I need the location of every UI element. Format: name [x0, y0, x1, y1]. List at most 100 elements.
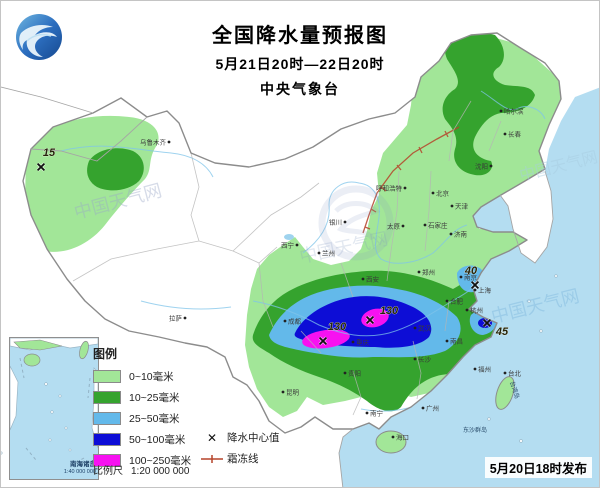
city-label: 西宁	[281, 241, 295, 250]
legend-symbols: ✕ 降水中心值 霜冻线	[201, 427, 301, 469]
south-china-sea-inset: 南海诸岛 1:40 000 000	[9, 337, 99, 480]
city-dot	[351, 340, 355, 344]
legend-swatch	[93, 412, 121, 425]
map-scale: 比例尺 1:20 000 000	[93, 462, 189, 477]
scale-label: 比例尺	[93, 466, 123, 477]
city-label: 合肥	[450, 297, 464, 306]
legend-swatch	[93, 370, 121, 383]
legend-item: 25~50毫米	[93, 408, 293, 429]
neighbour-borders	[1, 86, 554, 487]
city-dot	[295, 243, 299, 247]
legend-item-label: 100~250毫米	[129, 455, 192, 467]
city-dot	[413, 357, 417, 361]
city-dot	[183, 316, 187, 320]
cma-logo-icon	[16, 14, 62, 60]
legend-title: 图例	[93, 347, 118, 361]
city-label: 杭州	[470, 306, 483, 315]
city-dot	[450, 204, 454, 208]
legend-item-label: 50~100毫米	[129, 434, 186, 446]
city-dot	[283, 319, 287, 323]
legend-item-label: 25~50毫米	[129, 413, 180, 425]
scale-value: 1:20 000 000	[131, 466, 190, 477]
city-label: 南昌	[450, 337, 463, 346]
city-dot	[489, 164, 493, 168]
city-dot	[503, 132, 507, 136]
rain-area-10-25-xinjiang	[87, 148, 144, 191]
city-label: 西安	[366, 275, 380, 284]
precip-center-x-icon	[318, 336, 328, 346]
legend-symbol-frost: 霜冻线	[201, 448, 301, 469]
taiwan-island	[495, 376, 515, 410]
inset-caption: 南海诸岛 1:40 000 000	[64, 461, 96, 476]
city-label: 长春	[508, 130, 522, 139]
province-borders	[72, 100, 502, 416]
city-dot	[499, 109, 503, 113]
city-dot	[459, 275, 463, 279]
qinghai-lake	[284, 234, 294, 240]
city-label: 北京	[436, 189, 450, 198]
precip-center-value: 15	[43, 147, 56, 159]
precip-center-x-icon	[365, 315, 375, 325]
city-label: 银川	[329, 218, 342, 227]
city-dot	[413, 326, 417, 330]
city-dot	[281, 390, 285, 394]
city-dot	[423, 223, 427, 227]
city-dot	[401, 224, 405, 228]
city-dot	[465, 308, 469, 312]
hainan-island	[375, 430, 407, 454]
city-dot	[445, 299, 449, 303]
inset-map	[9, 337, 99, 467]
city-dot	[421, 406, 425, 410]
legend-symbol-label: 霜冻线	[227, 453, 259, 465]
city-label: 郑州	[422, 269, 435, 277]
city-label: 拉萨	[169, 314, 183, 323]
precip-center-value: 130	[380, 305, 399, 317]
city-label: 乌鲁木齐	[140, 138, 167, 147]
city-dot	[449, 232, 453, 236]
release-time: 5月20日18时发布	[484, 457, 592, 478]
inset-scale: 1:40 000 000	[63, 469, 96, 476]
city-label: 太原	[387, 222, 401, 231]
city-dot	[361, 277, 365, 281]
precip-center-x-icon	[36, 162, 46, 172]
rain-area-10-25-northeast	[442, 33, 535, 176]
x-mark-icon: ✕	[206, 430, 218, 445]
city-label: 台北	[508, 369, 522, 378]
legend-item-label: 10~25毫米	[129, 392, 180, 404]
rivers	[60, 90, 546, 412]
city-label: 昆明	[286, 389, 300, 397]
city-label: 海口	[396, 433, 409, 442]
legend-item: 100~250毫米	[93, 450, 293, 471]
frost-line-icon	[201, 454, 223, 463]
city-label: 广州	[426, 404, 439, 413]
city-label: 呼和浩特	[376, 184, 403, 193]
city-label: 福州	[478, 365, 491, 374]
city-label: 南宁	[370, 409, 384, 418]
city-label: 兰州	[322, 249, 335, 258]
city-label: 哈尔滨	[504, 107, 524, 116]
city-dot	[403, 186, 407, 190]
precip-center-marks: 15 40 45 130 130	[36, 147, 509, 346]
city-label: 长沙	[418, 355, 432, 364]
city-dot	[417, 270, 421, 274]
city-label: 成都	[288, 317, 302, 326]
legend-swatch	[93, 433, 121, 446]
sea-label: 东沙群岛	[463, 426, 487, 434]
legend-item-label: 0~10毫米	[129, 371, 174, 383]
city-dot	[343, 220, 347, 224]
legend-swatch	[93, 454, 121, 467]
city-dot	[365, 411, 369, 415]
city-dot	[343, 371, 347, 375]
precip-center-value: 130	[328, 321, 347, 333]
precip-center-x-icon	[482, 318, 492, 328]
small-islands	[1, 274, 558, 455]
city-dot	[445, 339, 449, 343]
frost-line	[362, 126, 460, 234]
legend: 图例 0~10毫米 10~25毫米 25~50毫米 50~100毫米 100~250毫米…	[93, 345, 293, 471]
city-dot	[391, 435, 395, 439]
legend-item: 10~25毫米	[93, 387, 293, 408]
inset-title: 南海诸岛	[70, 461, 96, 468]
city-label: 沈阳	[475, 162, 488, 171]
